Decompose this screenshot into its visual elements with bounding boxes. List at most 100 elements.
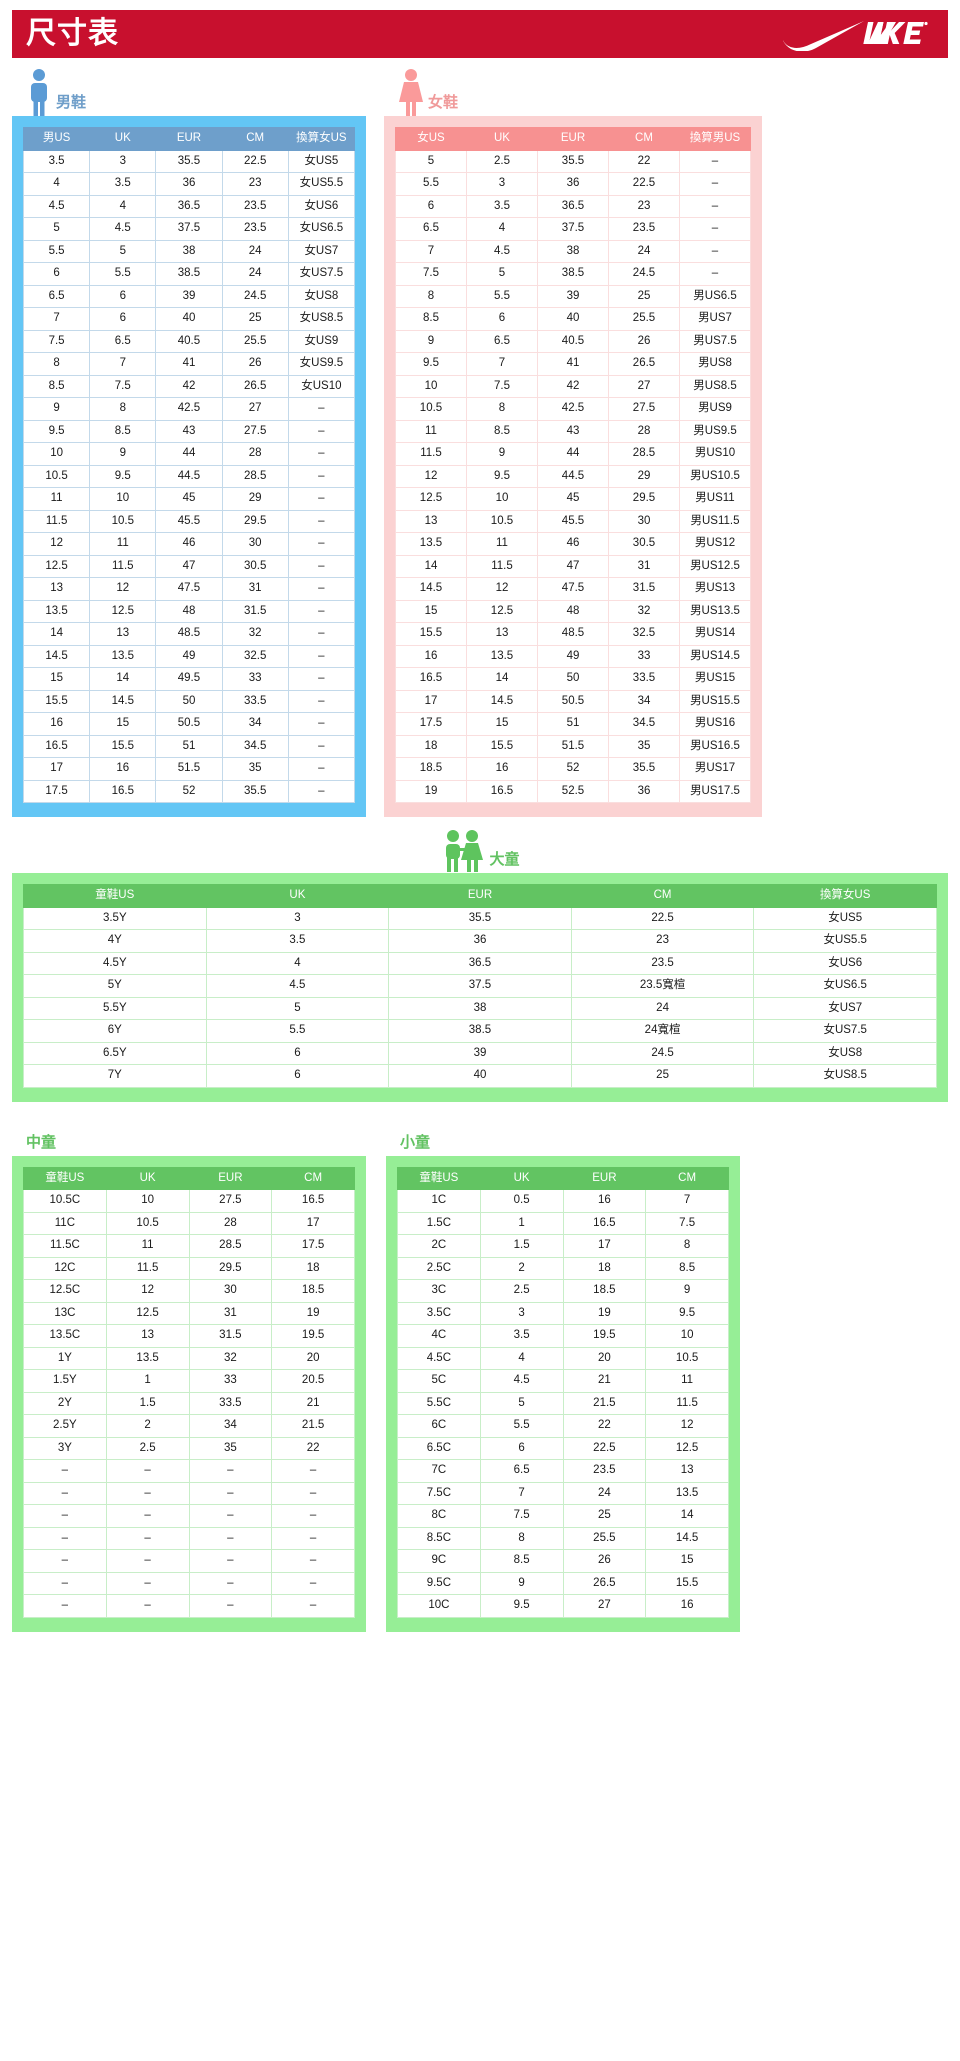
women-cell: 11.5 [466, 554, 538, 578]
small-kids-cell: 10.5 [645, 1346, 729, 1370]
table-row: 9C 8.5 26 15 [397, 1549, 729, 1573]
table-row: 14.5 12 47.5 31.5 男US13 [395, 577, 751, 601]
male-person-icon [31, 69, 47, 116]
women-cell: 14 [395, 554, 467, 578]
mid-kids-cell: 2.5 [105, 1436, 190, 1460]
table-row: 17.5 16.5 52 35.5– [22, 779, 356, 803]
mid-kids-cell: 20.5 [271, 1369, 355, 1393]
men-col-header: 換算女US [287, 127, 356, 151]
men-cell: 8.5 [89, 419, 157, 443]
women-cell: 47 [537, 554, 609, 578]
men-col-header: 男US [22, 127, 91, 151]
women-cell: 48.5 [537, 622, 609, 646]
men-cell: 28.5 [221, 464, 289, 488]
women-cell: 44 [537, 442, 609, 466]
small-kids-cell: 1.5C [397, 1211, 481, 1235]
men-cell: 11.5 [22, 509, 91, 533]
small-kids-cell: 4.5 [479, 1369, 564, 1393]
men-cell: – [287, 667, 356, 691]
men-cell: 23 [221, 172, 289, 196]
men-section-head: 男鞋 [12, 58, 366, 116]
men-cell: 12 [89, 577, 157, 601]
big-kids-cell: 5 [205, 996, 390, 1020]
big-kids-cell: 4 [205, 951, 390, 975]
table-row: 10 7.5 42 27 男US8.5 [395, 374, 751, 398]
table-row: 16.5 14 50 33.5 男US15 [395, 667, 751, 691]
men-cell: 35.5 [221, 779, 289, 803]
table-row: 16 13.5 49 33 男US14.5 [395, 644, 751, 668]
men-cell: 4 [89, 194, 157, 218]
men-cell: 11 [89, 532, 157, 556]
mid-kids-cell: – [188, 1526, 273, 1550]
women-cell: 男US8 [679, 352, 751, 376]
men-cell: 24.5 [221, 284, 289, 308]
women-cell: 男US13 [679, 577, 751, 601]
women-cell: 男US10.5 [679, 464, 751, 488]
women-col-header: EUR [537, 127, 609, 151]
small-kids-cell: 3.5C [397, 1301, 481, 1325]
small-kids-cell: 9C [397, 1549, 481, 1573]
big-kids-cell: 24.5 [570, 1041, 755, 1065]
women-cell: 15 [466, 712, 538, 736]
men-cell: – [287, 442, 356, 466]
big-kids-col-header: UK [205, 884, 390, 908]
women-cell: 51.5 [537, 734, 609, 758]
women-cell: 27 [608, 374, 680, 398]
women-cell: 36.5 [537, 194, 609, 218]
table-row: 14 13 48.5 32– [22, 622, 356, 646]
women-cell: 男US15 [679, 667, 751, 691]
big-kids-cell: 25 [570, 1064, 755, 1088]
big-kids-cell: 4.5 [205, 974, 390, 998]
mid-kids-cell: – [271, 1571, 355, 1595]
big-kids-cell: 36 [388, 929, 572, 953]
women-section: 女鞋 女US UK EUR CM 換算男US 5 2.5 35.5 22–5.5 3 36 22.5… [384, 58, 762, 817]
men-cell: 42.5 [155, 397, 223, 421]
small-kids-cell: 13.5 [645, 1481, 729, 1505]
men-cell: 35.5 [155, 149, 223, 173]
women-cell: 23.5 [608, 217, 680, 241]
small-kids-cell: 5C [397, 1369, 481, 1393]
men-col-header: CM [221, 127, 289, 151]
men-cell: 50.5 [155, 712, 223, 736]
men-cell: 45.5 [155, 509, 223, 533]
men-cell: 6 [89, 307, 157, 331]
small-kids-cell: 1 [479, 1211, 564, 1235]
men-cell: – [287, 577, 356, 601]
small-kids-cell: 16 [562, 1189, 647, 1213]
small-kids-cell: 13 [645, 1459, 729, 1483]
men-cell: 47 [155, 554, 223, 578]
men-cell: 6 [22, 262, 91, 286]
women-cell: 9 [395, 329, 467, 353]
table-row: 13 12 47.5 31– [22, 577, 356, 601]
table-row: 5 4.5 37.5 23.5 女US6.5 [22, 217, 356, 241]
women-cell: 男US12 [679, 532, 751, 556]
mid-kids-cell: 17.5 [271, 1234, 355, 1258]
women-cell: 32.5 [608, 622, 680, 646]
mid-kids-cell: 12C [23, 1256, 107, 1280]
women-col-header: 女US [395, 127, 467, 151]
table-row: 15.5 14.5 50 33.5– [22, 689, 356, 713]
small-kids-cell: 8.5 [479, 1549, 564, 1573]
table-row: 13C 12.5 31 19 [23, 1301, 355, 1325]
women-cell: 43 [537, 419, 609, 443]
big-kids-cell: 23.5 [570, 951, 755, 975]
men-cell: 23.5 [221, 194, 289, 218]
women-cell: 2.5 [466, 149, 538, 173]
small-kids-cell: 8.5C [397, 1526, 481, 1550]
table-row: – – – – [23, 1549, 355, 1573]
small-kids-cell: 7.5 [645, 1211, 729, 1235]
mid-kids-cell: – [271, 1481, 355, 1505]
men-cell: 7 [89, 352, 157, 376]
men-cell: 49.5 [155, 667, 223, 691]
men-cell: 28 [221, 442, 289, 466]
small-kids-cell: 11 [645, 1369, 729, 1393]
table-row: 13.5 11 46 30.5 男US12 [395, 532, 751, 556]
small-kids-cell: 26 [562, 1549, 647, 1573]
mid-kids-cell: – [105, 1549, 190, 1573]
men-cell: 40.5 [155, 329, 223, 353]
table-row: 17.5 15 51 34.5 男US16 [395, 712, 751, 736]
men-cell: 12 [22, 532, 91, 556]
big-kids-cell: 女US6 [753, 951, 937, 975]
table-row: 3.5Y 3 35.5 22.5 女US5 [23, 906, 937, 930]
women-cell: 17 [395, 689, 467, 713]
